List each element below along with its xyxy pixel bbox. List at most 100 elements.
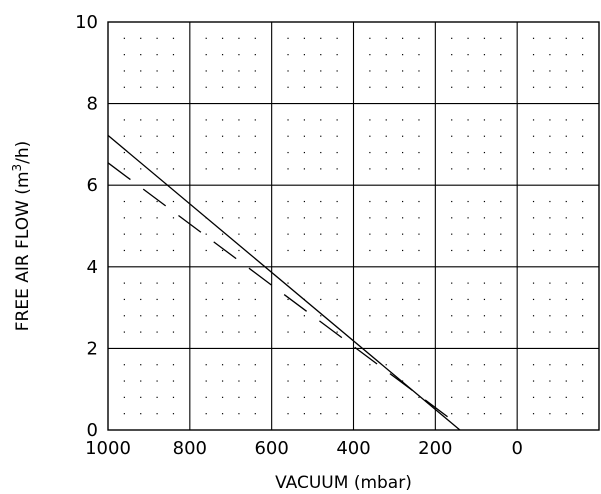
grid-dot xyxy=(320,37,322,39)
grid-dot xyxy=(483,168,486,170)
x-tick-labels: 1000 800 600 400 200 0 xyxy=(85,438,523,459)
grid-dot xyxy=(221,54,224,56)
grid-dot xyxy=(483,135,486,137)
grid-dot xyxy=(205,70,207,72)
grid-dot xyxy=(320,413,322,415)
grid-dot xyxy=(418,54,420,56)
grid-dot xyxy=(565,37,567,39)
grid-dot xyxy=(500,135,502,137)
grid-dot xyxy=(565,54,567,56)
grid-dot xyxy=(582,331,584,333)
grid-dot xyxy=(238,217,240,219)
grid-dot xyxy=(483,413,486,415)
grid-dot xyxy=(565,119,567,121)
grid-dot xyxy=(320,331,322,333)
grid-dot xyxy=(140,331,142,333)
grid-dot xyxy=(172,413,175,415)
grid-dot xyxy=(140,364,142,366)
grid-dot xyxy=(451,54,453,56)
grid-dot xyxy=(402,233,404,235)
grid-dot xyxy=(140,54,142,56)
grid-dot xyxy=(238,315,240,317)
grid-dot xyxy=(500,298,502,301)
grid-dot xyxy=(336,413,338,415)
grid-dot xyxy=(172,380,175,382)
grid-dot xyxy=(565,331,567,333)
grid-dot xyxy=(287,135,289,137)
grid-dot xyxy=(483,396,486,398)
grid-dot xyxy=(123,331,125,333)
grid-dot xyxy=(582,151,584,154)
grid-dot xyxy=(254,364,256,366)
grid-dot xyxy=(369,413,371,415)
grid-dot xyxy=(172,151,175,154)
y-axis-label-tail: /h) xyxy=(13,141,33,164)
grid-dot xyxy=(532,249,535,252)
grid-dot xyxy=(582,86,584,88)
grid-dot xyxy=(336,151,338,154)
y-tick-label: 6 xyxy=(87,175,98,196)
grid-dot xyxy=(320,70,322,72)
grid-dot xyxy=(467,70,469,72)
y-axis-label-main: FREE AIR FLOW (m xyxy=(13,172,33,332)
grid-dot xyxy=(402,217,404,219)
grid-dot xyxy=(582,282,584,284)
grid-dot xyxy=(532,54,535,56)
grid-dot xyxy=(402,364,404,366)
x-tick-label: 200 xyxy=(418,438,452,459)
grid-dot xyxy=(205,168,207,170)
grid-dot xyxy=(238,364,240,366)
grid-dot xyxy=(418,331,420,333)
grid-dot xyxy=(123,168,125,170)
grid-dot xyxy=(582,70,584,72)
grid-dot xyxy=(565,86,567,88)
grid-dot xyxy=(172,298,175,301)
grid-dot xyxy=(451,200,453,203)
grid-dot xyxy=(451,37,453,39)
grid-dot xyxy=(369,380,371,382)
grid-dot xyxy=(500,364,502,366)
grid-dot xyxy=(205,135,207,137)
grid-dot xyxy=(140,249,142,252)
grid-dot xyxy=(451,70,453,72)
grid-dot xyxy=(385,396,387,398)
grid-dot xyxy=(303,364,305,366)
grid-dot xyxy=(451,135,453,137)
grid-dot xyxy=(532,168,535,170)
grid-dot xyxy=(156,54,158,56)
grid-dot xyxy=(451,413,453,415)
grid-dot xyxy=(238,168,240,170)
grid-dot xyxy=(123,135,125,137)
grid-dot xyxy=(369,249,371,252)
grid-dot xyxy=(402,37,404,39)
grid-dot xyxy=(549,70,551,72)
grid-dot xyxy=(500,86,502,88)
x-tick-label: 0 xyxy=(511,438,522,459)
grid-dot xyxy=(238,233,240,235)
grid-dot xyxy=(320,135,322,137)
grid-dot xyxy=(385,119,387,121)
y-axis-label-sup: 3 xyxy=(10,164,24,172)
grid-dot xyxy=(483,200,486,203)
grid-dot xyxy=(582,119,584,121)
grid-dot xyxy=(156,200,158,203)
grid-dot xyxy=(123,380,125,382)
grid-dot xyxy=(402,331,404,333)
grid-dot xyxy=(303,86,305,88)
grid-dot xyxy=(500,331,502,333)
grid-dot xyxy=(532,396,535,398)
grid-dot xyxy=(238,37,240,39)
grid-dot xyxy=(467,168,469,170)
grid-dot xyxy=(205,249,207,252)
grid-dot xyxy=(483,217,486,219)
grid-dot xyxy=(254,135,256,137)
grid-dot xyxy=(369,86,371,88)
grid-dot xyxy=(238,86,240,88)
grid-dot xyxy=(254,70,256,72)
x-tick-label: 800 xyxy=(173,438,207,459)
grid-dot xyxy=(451,249,453,252)
grid-dot xyxy=(172,282,175,284)
grid-dot xyxy=(205,298,207,301)
grid-dot xyxy=(582,233,584,235)
grid-dot xyxy=(483,298,486,301)
